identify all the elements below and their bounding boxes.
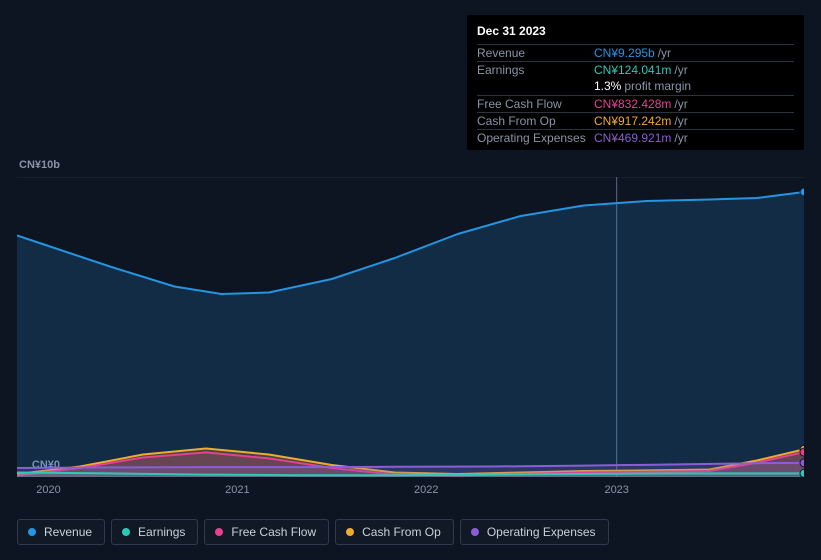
- legend-label: Earnings: [138, 525, 185, 539]
- legend-item[interactable]: Cash From Op: [335, 519, 454, 545]
- y-axis-label-max: CN¥10b: [10, 159, 60, 171]
- tooltip-row: Free Cash FlowCN¥832.428m/yr: [477, 95, 794, 112]
- legend-label: Cash From Op: [362, 525, 441, 539]
- tooltip-row-value: CN¥124.041m: [594, 62, 671, 79]
- x-axis-label: 2022: [414, 484, 438, 496]
- financial-chart-panel: { "tooltip": { "date": "Dec 31 2023", "r…: [0, 0, 821, 560]
- tooltip-row-suffix: /yr: [674, 130, 687, 147]
- tooltip-row-value: CN¥469.921m: [594, 130, 671, 147]
- tooltip-row-suffix: /yr: [674, 113, 687, 130]
- legend-dot-icon: [122, 528, 130, 536]
- tooltip-row-suffix: /yr: [674, 96, 687, 113]
- data-tooltip: Dec 31 2023 RevenueCN¥9.295b/yrEarningsC…: [467, 15, 804, 150]
- legend-dot-icon: [215, 528, 223, 536]
- series-endpoint-dot: [800, 448, 804, 456]
- series-endpoint-dot: [800, 459, 804, 467]
- series-endpoint-dot: [800, 188, 804, 196]
- legend-label: Revenue: [44, 525, 92, 539]
- legend-dot-icon: [346, 528, 354, 536]
- legend-item[interactable]: Free Cash Flow: [204, 519, 329, 545]
- tooltip-row-label: Operating Expenses: [477, 130, 594, 147]
- x-axis-label: 2020: [36, 484, 60, 496]
- legend-dot-icon: [471, 528, 479, 536]
- legend-label: Operating Expenses: [487, 525, 596, 539]
- financials-area-chart[interactable]: [17, 177, 804, 477]
- tooltip-row-suffix: /yr: [658, 45, 671, 62]
- series-area: [17, 192, 804, 477]
- tooltip-row-label: Cash From Op: [477, 113, 594, 130]
- legend-dot-icon: [28, 528, 36, 536]
- legend: Revenue Earnings Free Cash Flow Cash From O…: [17, 519, 609, 545]
- tooltip-row: Cash From OpCN¥917.242m/yr: [477, 112, 794, 129]
- tooltip-row: 1.3%profit margin: [477, 78, 794, 95]
- legend-item[interactable]: Revenue: [17, 519, 105, 545]
- x-axis-labels: 2020 2021 2022 2023: [17, 484, 804, 498]
- tooltip-row: Operating ExpensesCN¥469.921m/yr: [477, 129, 794, 146]
- tooltip-row-label: Revenue: [477, 45, 594, 62]
- tooltip-row-suffix: /yr: [674, 62, 687, 79]
- tooltip-row-value: CN¥9.295b: [594, 45, 655, 62]
- series-endpoint-dot: [800, 469, 804, 477]
- tooltip-row-label: Earnings: [477, 62, 594, 79]
- x-axis-label: 2021: [225, 484, 249, 496]
- tooltip-row: EarningsCN¥124.041m/yr: [477, 61, 794, 78]
- legend-item[interactable]: Operating Expenses: [460, 519, 609, 545]
- legend-label: Free Cash Flow: [231, 525, 316, 539]
- tooltip-row-suffix: profit margin: [624, 78, 691, 95]
- x-axis-label: 2023: [604, 484, 628, 496]
- tooltip-row-value: CN¥832.428m: [594, 96, 671, 113]
- tooltip-row: RevenueCN¥9.295b/yr: [477, 44, 794, 61]
- tooltip-row-value: 1.3%: [594, 78, 621, 95]
- tooltip-row-value: CN¥917.242m: [594, 113, 671, 130]
- tooltip-date: Dec 31 2023: [477, 21, 794, 44]
- legend-item[interactable]: Earnings: [111, 519, 198, 545]
- tooltip-row-label: Free Cash Flow: [477, 96, 594, 113]
